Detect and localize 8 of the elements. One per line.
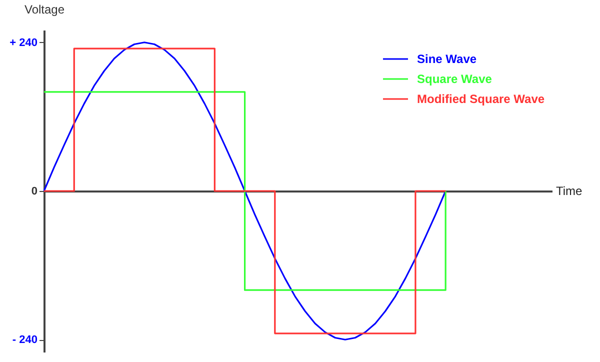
- y-tick-label: + 240: [10, 36, 38, 49]
- y-axis-title: Voltage: [24, 2, 65, 16]
- text: Time: [556, 184, 583, 198]
- legend-label: Modified Square Wave: [417, 92, 545, 106]
- legend-label: Square Wave: [417, 72, 492, 86]
- legend-label: Sine Wave: [417, 52, 477, 66]
- y-tick-label: 0: [31, 186, 38, 198]
- y-tick-label: - 240: [12, 334, 38, 346]
